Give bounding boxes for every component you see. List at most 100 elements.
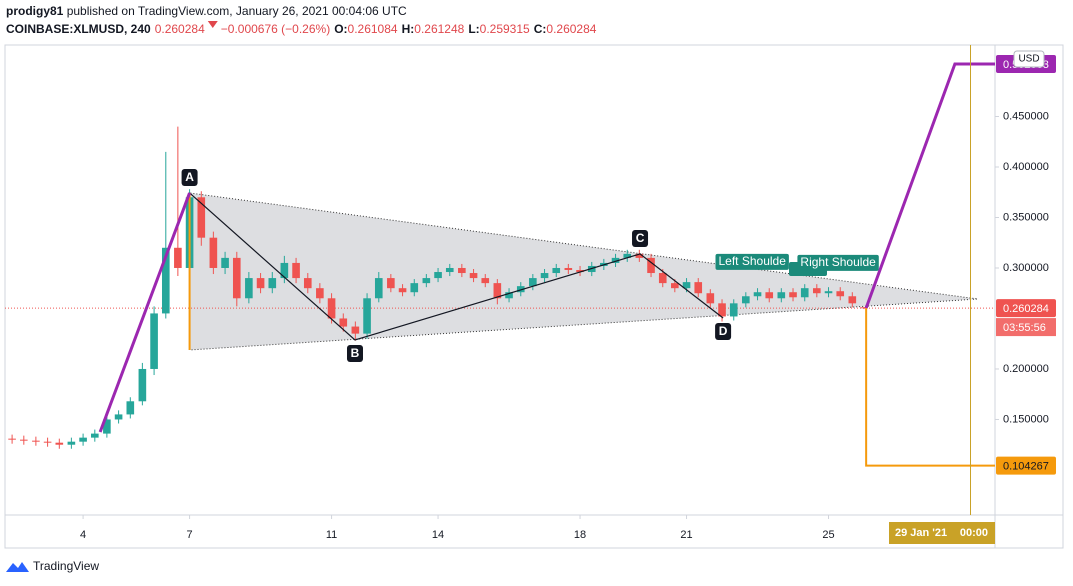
published: published on TradingView.com, January 26… <box>63 4 407 18</box>
zigzag <box>189 192 724 341</box>
candle-body <box>635 253 644 258</box>
candle-body <box>611 257 620 263</box>
candle-body <box>789 292 797 298</box>
candle-body <box>32 440 40 442</box>
candle-body <box>623 253 632 258</box>
candle-body <box>387 278 395 289</box>
candle-body <box>800 288 809 298</box>
y-tick-label: 0.150000 <box>1003 413 1049 425</box>
candle-body <box>256 278 265 289</box>
c-label: C: <box>534 22 547 36</box>
x-tick-label: 14 <box>432 529 444 541</box>
h: 0.261248 <box>414 22 464 36</box>
point-label: C <box>636 231 645 245</box>
candle-body <box>505 292 513 299</box>
candle-body <box>103 419 111 434</box>
candle-body <box>564 267 573 271</box>
candle-body <box>729 303 738 317</box>
crosshair-date: 29 Jan '21 <box>895 527 947 539</box>
candle-body <box>232 257 241 299</box>
l-label: L: <box>468 22 479 36</box>
price-label: 0.104267 <box>1003 461 1049 473</box>
candle-body <box>8 438 16 440</box>
last: 0.260284 <box>155 22 205 36</box>
candle-body <box>268 278 277 289</box>
candle-body <box>245 278 253 299</box>
shoulder-label: Left Shoulde <box>719 254 787 268</box>
candle-body <box>90 433 99 438</box>
candle-body <box>209 237 218 268</box>
candle-body <box>363 298 371 334</box>
y-tick-label: 0.450000 <box>1003 110 1049 122</box>
candle-body <box>67 441 76 445</box>
candle-body <box>316 288 324 299</box>
candle-body <box>422 278 431 284</box>
candle-body <box>126 401 135 415</box>
countdown-box <box>996 318 1056 337</box>
shoulder-box <box>715 253 789 270</box>
candle-body <box>824 291 833 294</box>
crosshair-time: 00:00 <box>960 527 988 539</box>
h-label: H: <box>402 22 415 36</box>
candle-body <box>138 368 147 402</box>
candle-body <box>398 288 407 293</box>
frame <box>4 44 1064 549</box>
candle-body <box>682 282 691 289</box>
candle-body <box>55 442 64 445</box>
candle-body <box>114 414 123 420</box>
candle-body <box>327 298 336 319</box>
point-label-box <box>181 168 198 186</box>
x-tick-label: 11 <box>326 529 337 541</box>
candle-body <box>469 273 478 279</box>
candle-body <box>753 292 762 297</box>
candle-body <box>150 313 158 369</box>
candle-body <box>671 283 679 289</box>
candle-body <box>161 247 170 314</box>
currency: USD <box>1018 54 1039 65</box>
candle-body <box>540 273 549 279</box>
brand: TradingView <box>33 559 99 573</box>
price-label-box <box>996 299 1056 318</box>
y-tick-label: 0.400000 <box>1003 161 1049 173</box>
point-label-box <box>632 229 649 247</box>
candle-body <box>197 197 206 238</box>
candle-body <box>303 278 312 289</box>
x-tick-label: 21 <box>680 529 692 541</box>
published-line: prodigy81 published on TradingView.com, … <box>6 4 407 18</box>
candle-body <box>836 291 845 297</box>
purple-path <box>864 62 995 309</box>
candle-body <box>221 257 229 268</box>
shoulder-label: Right Shoulde <box>800 255 876 269</box>
candle-body <box>718 303 726 317</box>
crosshair-box <box>889 522 995 544</box>
price-label-box <box>996 456 1056 475</box>
c: 0.260284 <box>546 22 596 36</box>
point-label: D <box>719 324 728 338</box>
point-label: A <box>185 170 194 184</box>
symbol-line: COINBASE:XLMUSD, 240 0.260284 −0.000676 (−… <box>6 22 597 36</box>
candle-body <box>658 273 667 284</box>
point-label: B <box>351 346 360 360</box>
logo-icon <box>6 562 29 572</box>
candle-body <box>351 326 360 334</box>
orange-path <box>865 307 995 467</box>
candle-body <box>481 278 490 284</box>
candle-body <box>742 296 750 304</box>
symbol: COINBASE:XLMUSD, 240 <box>6 22 151 36</box>
candle-body <box>647 257 655 274</box>
candle-body <box>43 441 52 443</box>
countdown: 03:55:56 <box>1003 322 1046 334</box>
candle-body <box>79 437 87 442</box>
candle-body <box>292 262 300 279</box>
down-arrow <box>207 21 218 28</box>
candle-body <box>848 296 857 304</box>
candle-body <box>493 283 502 299</box>
candle-body <box>529 278 537 287</box>
x-tick-label: 4 <box>80 529 86 541</box>
currency-box <box>1013 50 1045 68</box>
candle-body <box>445 267 454 273</box>
point-label-box <box>346 344 363 362</box>
x-tick-label: 7 <box>187 529 193 541</box>
candle-body <box>777 292 786 299</box>
candle-body <box>694 282 703 294</box>
